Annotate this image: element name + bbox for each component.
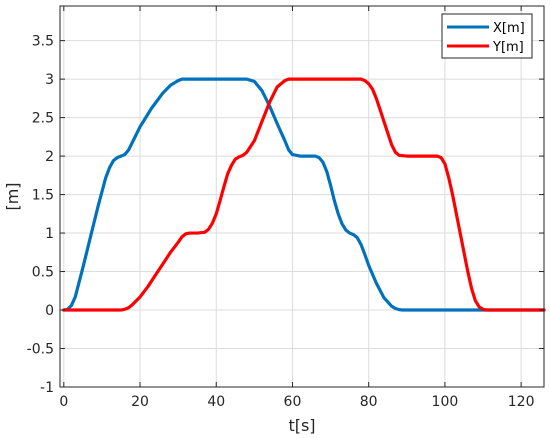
x-tick-label: 40 — [207, 394, 225, 410]
y-tick-label: 1.5 — [32, 188, 54, 204]
series-lines — [62, 77, 546, 312]
y-tick-label: -0.5 — [27, 342, 54, 358]
y-tick-label: 1 — [45, 226, 54, 242]
y-tick-label: -1 — [40, 380, 54, 396]
x-tick-label: 20 — [131, 394, 149, 410]
y-tick-label: 3 — [45, 72, 54, 88]
y-tick-label: 0.5 — [32, 265, 54, 281]
x-tick-label: 120 — [508, 394, 535, 410]
y-tick-label: 2.5 — [32, 111, 54, 127]
axis-ticks: 0 20 40 60 80 100 120 -1 -0.5 0 0.5 1 1.5 2 2.5 3 3.5 — [27, 6, 544, 410]
x-tick-label: 60 — [284, 394, 302, 410]
legend-label-y: Y[m] — [492, 40, 524, 55]
x-axis-label: t[s] — [288, 416, 315, 435]
series-line-1 — [62, 77, 546, 312]
y-tick-label: 0 — [45, 303, 54, 319]
plot-frame — [59, 5, 545, 388]
legend: X[m] Y[m] — [441, 13, 533, 59]
legend-label-x: X[m] — [493, 21, 525, 36]
x-tick-label: 100 — [432, 394, 459, 410]
y-tick-label: 3.5 — [32, 34, 54, 50]
x-tick-label: 0 — [59, 394, 68, 410]
x-tick-label: 80 — [360, 394, 378, 410]
legend-box — [441, 13, 533, 59]
series-line-0 — [62, 77, 546, 312]
y-tick-label: 2 — [45, 149, 54, 165]
y-axis-label: [m] — [3, 182, 22, 210]
